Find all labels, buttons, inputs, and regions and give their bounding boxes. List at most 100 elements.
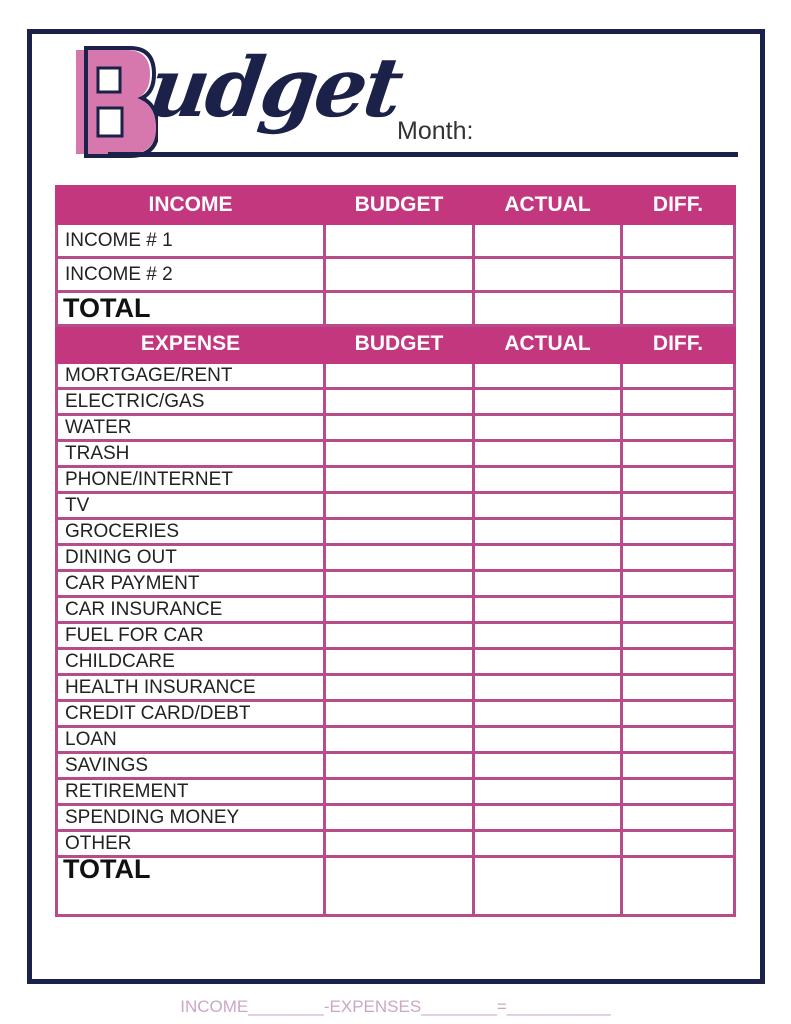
budget-cell[interactable] (323, 290, 475, 327)
actual-cell[interactable] (472, 222, 623, 259)
budget-cell[interactable] (323, 413, 475, 442)
budget-cell[interactable] (323, 517, 475, 546)
budget-cell[interactable] (323, 829, 475, 858)
table-row: LOAN (55, 725, 736, 754)
actual-cell[interactable] (472, 803, 623, 832)
actual-cell[interactable] (472, 543, 623, 572)
actual-cell[interactable] (472, 256, 623, 293)
table-row: ELECTRIC/GAS (55, 387, 736, 416)
actual-cell[interactable] (472, 465, 623, 494)
actual-cell[interactable] (472, 621, 623, 650)
actual-cell[interactable] (472, 699, 623, 728)
row-label: GROCERIES (55, 517, 326, 546)
budget-title: udget (143, 40, 407, 136)
budget-cell[interactable] (323, 222, 475, 259)
diff-cell[interactable] (620, 751, 736, 780)
actual-cell[interactable] (472, 569, 623, 598)
total-label: TOTAL (55, 855, 326, 917)
table-row: TV (55, 491, 736, 520)
row-label: INCOME # 1 (55, 222, 326, 259)
diff-cell[interactable] (620, 439, 736, 468)
income-header-income: INCOME (55, 185, 326, 225)
budget-cell[interactable] (323, 465, 475, 494)
budget-cell[interactable] (323, 256, 475, 293)
diff-cell[interactable] (620, 699, 736, 728)
diff-cell[interactable] (620, 256, 736, 293)
actual-cell[interactable] (472, 413, 623, 442)
expense-total-row: TOTAL (55, 855, 736, 917)
actual-cell[interactable] (472, 829, 623, 858)
row-label: HEALTH INSURANCE (55, 673, 326, 702)
budget-cell[interactable] (323, 699, 475, 728)
diff-cell[interactable] (620, 829, 736, 858)
budget-cell[interactable] (323, 361, 475, 390)
actual-cell[interactable] (472, 491, 623, 520)
expense-header-actual: ACTUAL (472, 324, 623, 364)
budget-cell[interactable] (323, 543, 475, 572)
diff-cell[interactable] (620, 777, 736, 806)
row-label: CREDIT CARD/DEBT (55, 699, 326, 728)
actual-cell[interactable] (472, 439, 623, 468)
actual-cell[interactable] (472, 751, 623, 780)
budget-cell[interactable] (323, 725, 475, 754)
diff-cell[interactable] (620, 491, 736, 520)
diff-cell[interactable] (620, 290, 736, 327)
actual-cell[interactable] (472, 777, 623, 806)
row-label: INCOME # 2 (55, 256, 326, 293)
budget-cell[interactable] (323, 777, 475, 806)
diff-cell[interactable] (620, 413, 736, 442)
actual-cell[interactable] (472, 673, 623, 702)
actual-cell[interactable] (472, 725, 623, 754)
diff-cell[interactable] (620, 387, 736, 416)
table-row: TRASH (55, 439, 736, 468)
budget-cell[interactable] (323, 803, 475, 832)
budget-cell[interactable] (323, 569, 475, 598)
row-label: TV (55, 491, 326, 520)
budget-table: INCOME BUDGET ACTUAL DIFF. INCOME # 1 INCOME … (55, 185, 736, 917)
actual-cell[interactable] (472, 387, 623, 416)
actual-cell[interactable] (472, 855, 623, 917)
row-label: ELECTRIC/GAS (55, 387, 326, 416)
budget-cell[interactable] (323, 673, 475, 702)
diff-cell[interactable] (620, 569, 736, 598)
diff-cell[interactable] (620, 361, 736, 390)
diff-cell[interactable] (620, 621, 736, 650)
budget-cell[interactable] (323, 387, 475, 416)
actual-cell[interactable] (472, 647, 623, 676)
budget-cell[interactable] (323, 491, 475, 520)
diff-cell[interactable] (620, 855, 736, 917)
actual-cell[interactable] (472, 517, 623, 546)
actual-cell[interactable] (472, 290, 623, 327)
budget-cell[interactable] (323, 855, 475, 917)
income-header-budget: BUDGET (323, 185, 475, 225)
budget-cell[interactable] (323, 621, 475, 650)
diff-cell[interactable] (620, 543, 736, 572)
row-label: LOAN (55, 725, 326, 754)
table-row: RETIREMENT (55, 777, 736, 806)
table-row: CAR INSURANCE (55, 595, 736, 624)
budget-cell[interactable] (323, 439, 475, 468)
table-row: DINING OUT (55, 543, 736, 572)
total-label: TOTAL (55, 290, 326, 327)
diff-cell[interactable] (620, 647, 736, 676)
budget-cell[interactable] (323, 647, 475, 676)
diff-cell[interactable] (620, 465, 736, 494)
diff-cell[interactable] (620, 673, 736, 702)
summary-formula: INCOME________-EXPENSES________=________… (180, 997, 611, 1016)
diff-cell[interactable] (620, 222, 736, 259)
actual-cell[interactable] (472, 595, 623, 624)
month-line (108, 152, 738, 157)
row-label: FUEL FOR CAR (55, 621, 326, 650)
diff-cell[interactable] (620, 725, 736, 754)
budget-logo-letter-b (76, 46, 158, 158)
diff-cell[interactable] (620, 517, 736, 546)
budget-cell[interactable] (323, 595, 475, 624)
row-label: SPENDING MONEY (55, 803, 326, 832)
diff-cell[interactable] (620, 803, 736, 832)
table-row: GROCERIES (55, 517, 736, 546)
actual-cell[interactable] (472, 361, 623, 390)
row-label: CHILDCARE (55, 647, 326, 676)
budget-cell[interactable] (323, 751, 475, 780)
table-row: PHONE/INTERNET (55, 465, 736, 494)
diff-cell[interactable] (620, 595, 736, 624)
